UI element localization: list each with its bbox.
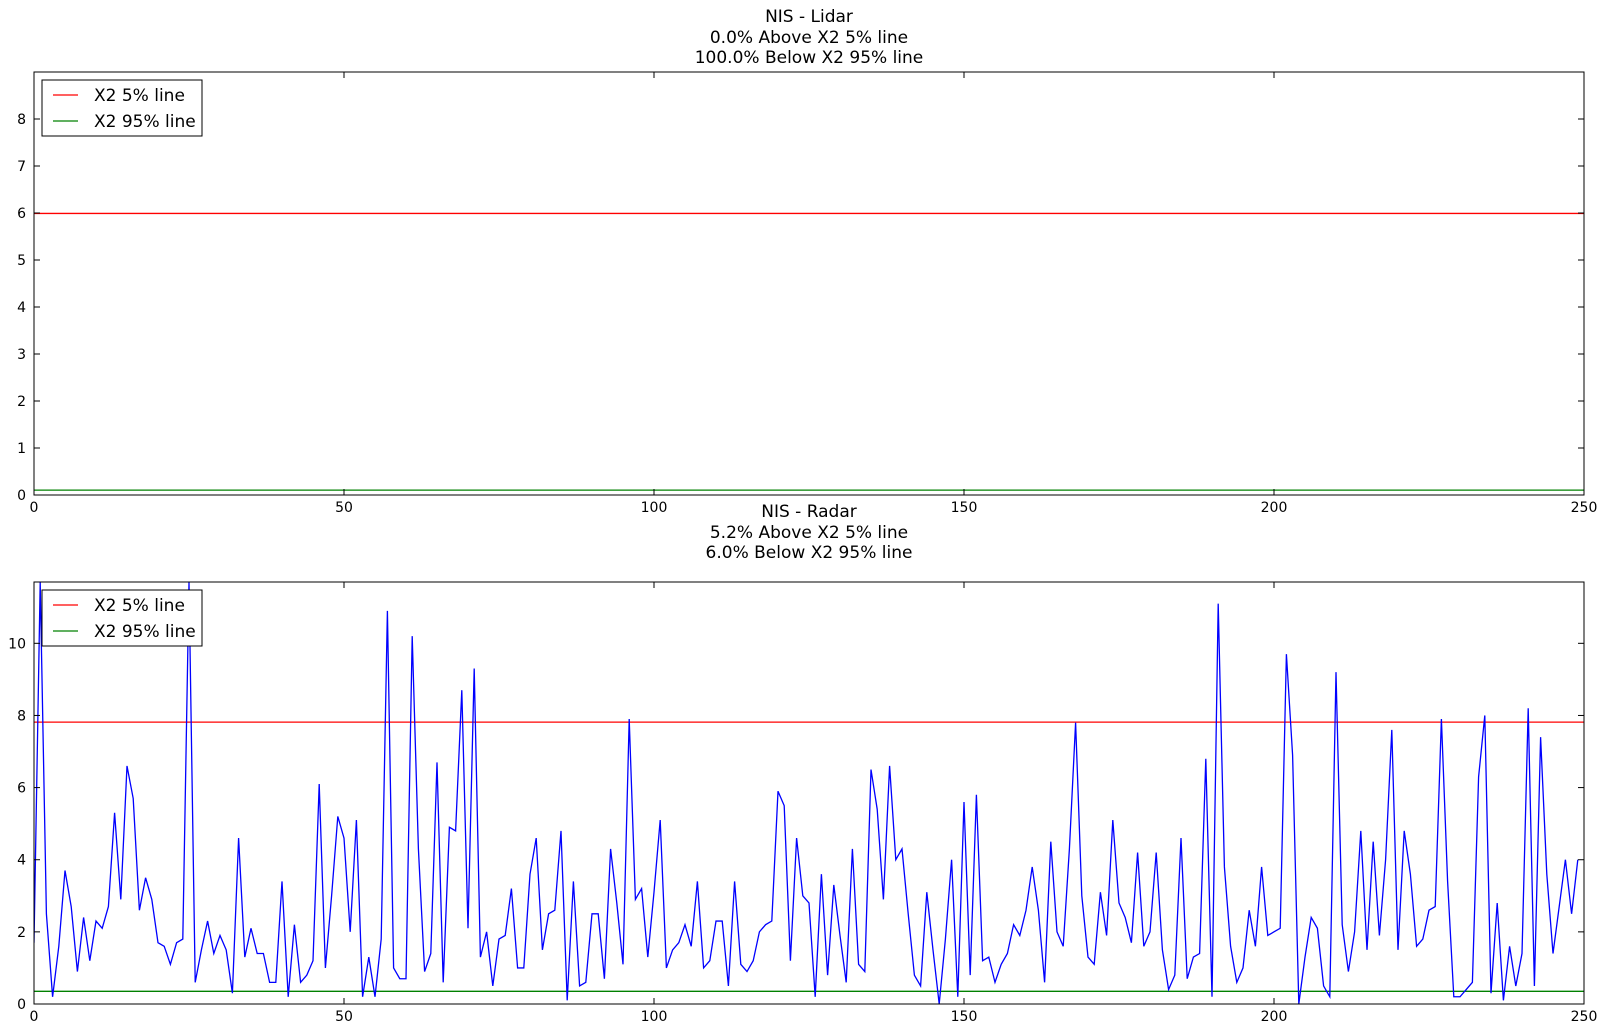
lidar-ytick-label: 6	[17, 206, 26, 222]
lidar-legend-box	[41, 79, 203, 137]
radar-legend-box	[41, 589, 203, 647]
radar-ytick-label: 10	[8, 636, 26, 652]
lidar-legend: X2 5% line X2 95% line	[41, 79, 203, 137]
radar-title-line-3: 6.0% Below X2 95% line	[705, 543, 913, 563]
lidar-title-line-3: 100.0% Below X2 95% line	[694, 48, 924, 68]
radar-ytick-label: 2	[17, 925, 26, 941]
radar-title-line-1: NIS - Radar	[761, 502, 857, 522]
radar-xtick-label: 50	[335, 1009, 353, 1025]
radar-xtick-label: 100	[641, 1009, 668, 1025]
lidar-ytick-label: 7	[17, 159, 26, 175]
lidar-ytick-label: 1	[17, 441, 26, 457]
lidar-ytick-label: 8	[17, 112, 26, 128]
radar-title-line-2: 5.2% Above X2 5% line	[709, 522, 909, 543]
lidar-legend-label: X2 5% line	[94, 86, 185, 106]
lidar-ytick-label: 5	[17, 253, 26, 269]
radar-ytick-label: 8	[17, 708, 26, 724]
radar-chart-title: NIS - Radar 5.2% Above X2 5% line 6.0% B…	[34, 502, 1584, 564]
radar-legend-label: X2 95% line	[94, 622, 196, 642]
radar-legend-label: X2 5% line	[94, 596, 185, 616]
lidar-title-line-1: NIS - Lidar	[765, 7, 853, 27]
lidar-xtick-label: 250	[1571, 500, 1598, 516]
lidar-ytick-label: 0	[17, 488, 26, 504]
lidar-ytick-label: 3	[17, 347, 26, 363]
lidar-xtick-label: 50	[335, 500, 353, 516]
radar-xtick-label: 150	[951, 1009, 978, 1025]
lidar-xtick-label: 200	[1261, 500, 1288, 516]
radar-axes-frame	[33, 581, 1585, 1005]
radar-plot-area	[34, 582, 1584, 1004]
lidar-ytick-label: 4	[17, 300, 26, 316]
radar-ytick-label: 4	[17, 853, 26, 869]
radar-xtick-label: 200	[1261, 1009, 1288, 1025]
lidar-chart: 0 50 100 150 200 250 0 1 2 3 4 5 6 7 8 X2 5% line X2 95%…	[17, 71, 1597, 516]
lidar-ytick-label: 2	[17, 394, 26, 410]
lidar-chart-title: NIS - Lidar 0.0% Above X2 5% line 100.0%…	[34, 7, 1584, 69]
lidar-title-line-2: 0.0% Above X2 5% line	[709, 27, 909, 48]
lidar-chart-panel: NIS - Lidar 0.0% Above X2 5% line 100.0%…	[0, 0, 1606, 516]
lidar-xtick-label: 150	[951, 500, 978, 516]
lidar-xtick-label: 0	[30, 500, 39, 516]
lidar-plot-area	[34, 212, 1584, 491]
lidar-legend-label: X2 95% line	[94, 112, 196, 132]
radar-legend: X2 5% line X2 95% line	[41, 589, 203, 647]
radar-ytick-label: 0	[17, 997, 26, 1013]
radar-xtick-label: 250	[1571, 1009, 1598, 1025]
radar-xtick-label: 0	[30, 1009, 39, 1025]
lidar-axes-frame	[33, 71, 1585, 496]
radar-ytick-label: 6	[17, 781, 26, 797]
lidar-xtick-label: 100	[641, 500, 668, 516]
radar-series-nis-values	[34, 582, 1579, 1004]
